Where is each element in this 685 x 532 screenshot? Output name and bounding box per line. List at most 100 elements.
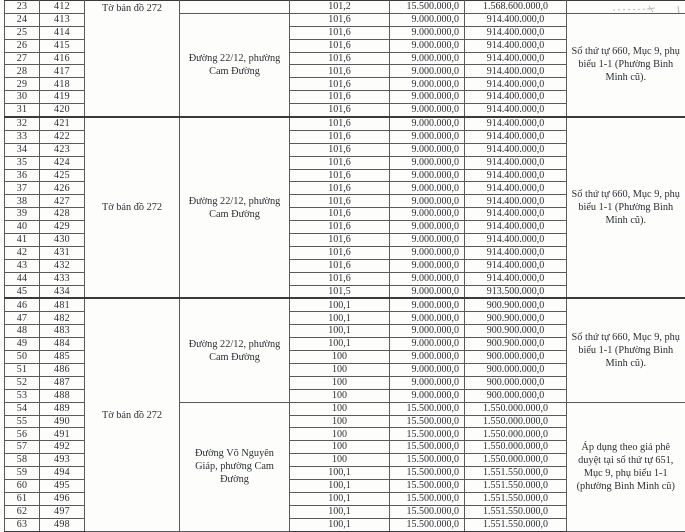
price-cell: 9.000.000,0	[389, 77, 465, 92]
area-cell: 100	[289, 440, 390, 455]
plot-cell: 425	[39, 168, 85, 183]
area-cell: 100,1	[289, 491, 390, 506]
table-row: 59 494 100,1 15.500.000,0 1.551.550.000,0	[4, 466, 685, 480]
no-cell: 44	[4, 271, 40, 286]
no-cell: 46	[4, 297, 40, 313]
plot-cell: 494	[39, 466, 85, 480]
total-cell: 1.551.550.000,0	[464, 466, 567, 480]
table-row: 63 498 100,1 15.500.000,0 1.551.550.000,0	[4, 517, 685, 532]
area-cell: 101,5	[289, 284, 390, 299]
plot-cell: 422	[39, 129, 85, 144]
plot-cell: 492	[39, 440, 85, 455]
table-row: 40 429 101,6 9.000.000,0 914.400.000,0	[4, 220, 685, 235]
total-cell: 914.400.000,0	[464, 207, 567, 222]
price-cell: 9.000.000,0	[389, 388, 465, 403]
plot-cell: 486	[39, 362, 85, 377]
price-cell: 9.000.000,0	[389, 168, 465, 183]
plot-cell: 432	[39, 258, 85, 273]
total-cell: 914.400.000,0	[464, 245, 567, 260]
total-cell: 914.400.000,0	[464, 181, 567, 196]
total-cell: 900.000.000,0	[464, 350, 567, 364]
plot-cell: 487	[39, 375, 85, 390]
plot-cell: 493	[39, 453, 85, 468]
area-cell: 100,1	[289, 311, 390, 326]
plot-cell: 489	[39, 401, 85, 416]
price-cell: 9.000.000,0	[389, 155, 465, 170]
table-row: 27 416 101,6 9.000.000,0 914.400.000,0	[4, 51, 685, 66]
table-row: 62 497 100,1 15.500.000,0 1.551.550.000,0	[4, 504, 685, 519]
area-cell: 100	[289, 388, 390, 403]
total-cell: 913.500.000,0	[464, 284, 567, 299]
table-row: 45 434 101,5 9.000.000,0 913.500.000,0	[4, 284, 685, 299]
area-cell: 101,6	[289, 64, 390, 79]
price-cell: 15.500.000,0	[389, 440, 465, 455]
total-cell: 900.000.000,0	[464, 362, 567, 377]
area-cell: 100	[289, 427, 390, 442]
plot-cell: 412	[39, 0, 85, 14]
plot-cell: 414	[39, 25, 85, 40]
no-cell: 55	[4, 414, 40, 429]
area-cell: 101,6	[289, 258, 390, 273]
no-cell: 50	[4, 350, 40, 364]
area-cell: 101,6	[289, 25, 390, 40]
price-cell: 9.000.000,0	[389, 271, 465, 286]
price-cell: 9.000.000,0	[389, 375, 465, 390]
plot-cell: 498	[39, 517, 85, 532]
price-cell: 9.000.000,0	[389, 103, 465, 118]
plot-cell: 482	[39, 311, 85, 326]
table-row: 43 432 101,6 9.000.000,0 914.400.000,0	[4, 258, 685, 273]
plot-cell: 417	[39, 64, 85, 79]
plot-cell: 481	[39, 297, 85, 313]
total-cell: 914.400.000,0	[464, 168, 567, 183]
map-cell: Tờ bản đồ 272	[84, 0, 180, 118]
plot-cell: 423	[39, 142, 85, 157]
note-cell: Áp dụng theo giá phê duyệt tại số thứ tự…	[566, 401, 685, 532]
total-cell: 914.400.000,0	[464, 271, 567, 286]
price-cell: 15.500.000,0	[389, 504, 465, 519]
area-cell: 101,6	[289, 38, 390, 53]
no-cell: 27	[4, 51, 40, 66]
no-cell: 52	[4, 375, 40, 390]
total-cell: 1.550.000.000,0	[464, 440, 567, 455]
total-cell: 914.400.000,0	[464, 64, 567, 79]
plot-cell: 420	[39, 103, 85, 118]
plot-cell: 418	[39, 77, 85, 92]
price-cell: 15.500.000,0	[389, 401, 465, 416]
area-cell: 100,1	[289, 466, 390, 480]
area-cell: 101,2	[289, 0, 390, 14]
price-cell: 9.000.000,0	[389, 64, 465, 79]
area-cell: 101,6	[289, 233, 390, 247]
plot-cell: 416	[39, 51, 85, 66]
no-cell: 31	[4, 103, 40, 118]
price-cell: 9.000.000,0	[389, 297, 465, 313]
area-cell: 101,6	[289, 207, 390, 222]
map-cell: Tờ bản đồ 272	[84, 297, 180, 532]
total-cell: 1.550.000.000,0	[464, 401, 567, 416]
area-cell: 101,6	[289, 51, 390, 66]
total-cell: 1.551.550.000,0	[464, 478, 567, 493]
table-row: 49 484 100,1 9.000.000,0 900.900.000,0	[4, 337, 685, 352]
table-row: 39 428 101,6 9.000.000,0 914.400.000,0	[4, 207, 685, 222]
no-cell: 30	[4, 90, 40, 105]
table-row: 30 419 101,6 9.000.000,0 914.400.000,0	[4, 90, 685, 105]
area-cell: 100	[289, 350, 390, 364]
total-cell: 914.400.000,0	[464, 129, 567, 144]
plot-cell: 421	[39, 115, 85, 131]
no-cell: 43	[4, 258, 40, 273]
total-cell: 1.550.000.000,0	[464, 414, 567, 429]
plot-cell: 427	[39, 194, 85, 209]
street-cell: Đường Võ Nguyên Giáp, phường Cam Đường	[179, 401, 290, 532]
plot-cell: 429	[39, 220, 85, 235]
plot-cell: 495	[39, 478, 85, 493]
price-cell: 9.000.000,0	[389, 337, 465, 352]
area-cell: 100	[289, 453, 390, 468]
plot-cell: 426	[39, 181, 85, 196]
no-cell: 56	[4, 427, 40, 442]
total-cell: 914.400.000,0	[464, 51, 567, 66]
plot-cell: 413	[39, 12, 85, 27]
plot-cell: 491	[39, 427, 85, 442]
price-cell: 9.000.000,0	[389, 25, 465, 40]
no-cell: 34	[4, 142, 40, 157]
no-cell: 39	[4, 207, 40, 222]
